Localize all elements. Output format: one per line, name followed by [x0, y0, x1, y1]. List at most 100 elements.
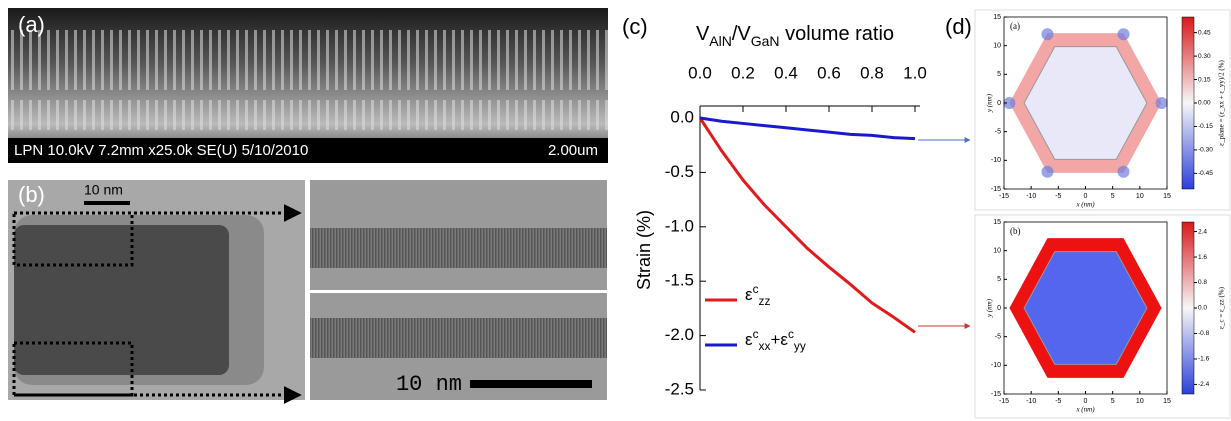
colorbar-tick-label: 0.8: [1198, 279, 1207, 286]
colorbar-tick-label: -0.30: [1198, 147, 1213, 154]
colorbar-tick-label: 1.6: [1198, 254, 1207, 261]
x-tick-label: 10: [1136, 398, 1144, 405]
y-tick-label: 10: [993, 248, 1001, 255]
series-line: [699, 116, 916, 141]
scale-label: 10 nm: [84, 182, 123, 198]
x-axis-label: VAlN/VGaN volume ratio: [696, 23, 894, 48]
nanowires: [8, 30, 608, 130]
colorbar-tick-label: -2.4: [1198, 381, 1210, 388]
x-tick-label: 1.0: [903, 63, 927, 82]
zoom-box: [12, 211, 134, 267]
y-tick-label: -2.5: [665, 379, 694, 398]
text-part: GaN: [751, 33, 780, 49]
sem-info-bar: [8, 138, 608, 163]
panel-label: (d): [945, 14, 972, 39]
text-part: zz: [759, 294, 771, 308]
y-tick-label: -10: [991, 362, 1001, 369]
x-tick-label: 0.8: [860, 63, 884, 82]
panel-label: (a): [18, 12, 45, 37]
x-tick-label: -10: [1026, 193, 1036, 200]
x-tick-label: 5: [1111, 193, 1115, 200]
x-tick-label: 10: [1136, 193, 1144, 200]
colorbar-tick-label: 0.0: [1198, 305, 1207, 312]
x-axis-label: x (nm): [1075, 406, 1095, 414]
zoom-box: [12, 341, 134, 397]
y-tick-label: -1.0: [665, 216, 694, 235]
y-tick-label: -5: [995, 334, 1001, 341]
x-tick-label: 0.0: [688, 63, 712, 82]
panel-label: (c): [622, 14, 648, 39]
corner: [1003, 97, 1016, 109]
text-part: xx: [759, 339, 771, 353]
core: [1023, 251, 1148, 365]
scale-label: 2.00um: [548, 142, 598, 159]
hrtem-core: [310, 228, 607, 268]
colorbar-tick-label: 0.15: [1198, 76, 1211, 83]
legend-entry: εczz: [745, 282, 770, 308]
map-label: (b): [1010, 226, 1021, 236]
corner: [1117, 28, 1130, 41]
text-part: ε: [745, 285, 753, 304]
text-part: yy: [794, 339, 806, 353]
text-part: +ε: [770, 330, 788, 349]
corner: [1041, 165, 1054, 178]
x-tick-label: 0.4: [774, 63, 798, 82]
hrtem-core: [310, 318, 607, 358]
map-label: (a): [1010, 21, 1020, 31]
colorbar-tick-label: -0.45: [1198, 170, 1213, 177]
text-part: volume ratio: [780, 23, 895, 45]
x-tick-label: 5: [1111, 398, 1115, 405]
y-tick-label: 5: [997, 276, 1001, 283]
y-tick-label: -1.5: [665, 271, 694, 290]
y-tick-label: -15: [991, 186, 1001, 193]
x-tick-label: 15: [1163, 193, 1171, 200]
y-tick-label: -2.0: [665, 325, 694, 344]
x-tick-label: 0: [1084, 193, 1088, 200]
x-tick-label: -10: [1026, 398, 1036, 405]
y-tick-label: 15: [993, 14, 1001, 21]
y-tick-label: 0: [997, 100, 1001, 107]
colorbar-tick-label: -0.8: [1198, 330, 1210, 337]
colorbar-label: ε_plane = (ε_xx + ε_yy)/2 (%): [1218, 59, 1226, 145]
legend-entry: εcxx+εcyy: [745, 327, 806, 353]
y-tick-label: 0: [997, 305, 1001, 312]
corner: [1041, 28, 1054, 41]
text-part: V: [696, 23, 710, 45]
x-tick-label: 15: [1163, 398, 1171, 405]
tem-core: [14, 225, 229, 375]
y-axis-label: y (nm): [986, 298, 994, 318]
colorbar-tick-label: 2.4: [1198, 228, 1207, 235]
y-tick-label: -15: [991, 391, 1001, 398]
text-part: c: [753, 282, 759, 296]
y-tick-label: 15: [993, 219, 1001, 226]
x-tick-label: 0.2: [731, 63, 755, 82]
y-axis-label: y (nm): [986, 93, 994, 113]
y-tick-label: -0.5: [665, 162, 694, 181]
text-part: AlN: [709, 33, 732, 49]
y-tick-label: 5: [997, 71, 1001, 78]
colorbar-label: ε_c = ε_zz (%): [1218, 286, 1226, 329]
sem-info: LPN 10.0kV 7.2mm x25.0k SE(U) 5/10/2010: [14, 142, 308, 159]
text-part: c: [753, 327, 759, 341]
x-tick-label: -15: [999, 398, 1009, 405]
y-tick-label: 10: [993, 43, 1001, 50]
colorbar: [1181, 16, 1195, 190]
x-tick-label: -5: [1055, 193, 1061, 200]
y-axis-label: Strain (%): [634, 210, 654, 290]
x-tick-label: -5: [1055, 398, 1061, 405]
x-tick-label: 0.6: [817, 63, 841, 82]
series-line: [698, 117, 916, 334]
scale-label: 10 nm: [396, 372, 462, 397]
y-tick-label: -5: [995, 129, 1001, 136]
y-tick-label: -10: [991, 157, 1001, 164]
x-axis-label: x (nm): [1075, 201, 1095, 209]
colorbar-tick-label: -0.15: [1198, 123, 1213, 130]
y-tick-label: 0.0: [670, 107, 694, 126]
text-part: /V: [732, 23, 752, 45]
corner: [1155, 97, 1168, 109]
x-tick-label: -15: [999, 193, 1009, 200]
corner: [1117, 165, 1130, 178]
colorbar-tick-label: 0.45: [1198, 29, 1211, 36]
